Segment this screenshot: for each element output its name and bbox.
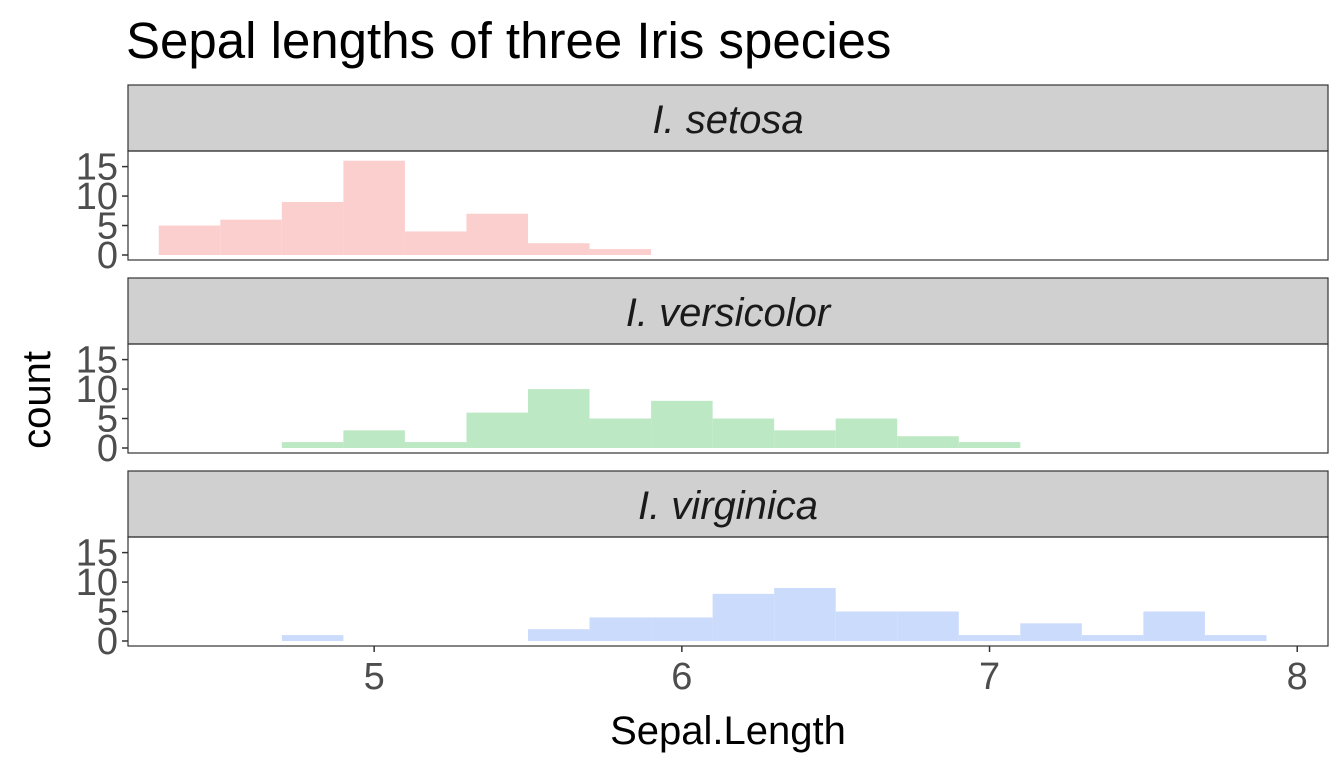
- histogram-bar: [589, 249, 652, 255]
- y-tick-label: 10: [76, 176, 118, 218]
- panel-border: [127, 343, 1329, 454]
- histogram-bar: [958, 442, 1021, 448]
- histogram-bars: [281, 587, 1267, 641]
- histogram-bar: [220, 219, 282, 255]
- histogram-bar: [404, 442, 467, 448]
- facet-strip-label: I. setosa: [652, 98, 803, 142]
- x-axis: 5 6 7 8: [364, 646, 1308, 698]
- facet-strip-label: I. versicolor: [626, 291, 832, 335]
- y-tick-label: 15: [76, 340, 118, 382]
- histogram-bar: [835, 418, 898, 448]
- histogram-bar: [466, 412, 528, 448]
- histogram-bar: [589, 617, 652, 641]
- histogram-bar: [1081, 635, 1144, 641]
- y-tick-label: 0: [97, 428, 118, 470]
- histogram-bar: [528, 243, 590, 255]
- histogram-bar: [897, 436, 959, 448]
- histogram-bar: [281, 442, 344, 448]
- facet-strip: [127, 84, 1329, 152]
- histogram-bars: [281, 389, 1021, 448]
- histogram-bar: [712, 593, 775, 641]
- histogram-bar: [343, 160, 405, 255]
- histogram-bars: [158, 160, 652, 255]
- facet-strip-label: I. virginica: [638, 484, 818, 528]
- y-tick-label: 0: [97, 235, 118, 277]
- y-tick-label: 5: [97, 206, 118, 248]
- x-tick-label: 6: [671, 656, 692, 698]
- histogram-bar: [404, 231, 467, 255]
- histogram-bar: [1020, 623, 1082, 641]
- histogram-bar: [343, 430, 405, 448]
- histogram-bar: [528, 629, 590, 641]
- histogram-bar: [835, 611, 898, 641]
- x-tick-label: 7: [979, 656, 1000, 698]
- histogram-bar: [651, 617, 713, 641]
- histogram-bar: [958, 635, 1021, 641]
- chart-title: Sepal lengths of three Iris species: [126, 12, 891, 69]
- y-tick-label: 10: [76, 369, 118, 411]
- y-tick-label: 5: [97, 592, 118, 634]
- x-axis-title: Sepal.Length: [610, 709, 846, 753]
- x-tick-label: 5: [364, 656, 385, 698]
- y-tick-label: 10: [76, 562, 118, 604]
- y-axis-title: count: [15, 351, 59, 449]
- histogram-bar: [528, 389, 590, 448]
- histogram-bar: [774, 430, 836, 448]
- histogram-bar: [897, 611, 959, 641]
- y-tick-label: 15: [76, 533, 118, 575]
- histogram-bar: [1204, 635, 1267, 641]
- facet-strip: [127, 470, 1329, 538]
- histogram-bar: [281, 201, 344, 255]
- histogram-bar: [1143, 611, 1205, 641]
- panel-border: [127, 150, 1329, 261]
- x-tick-label: 8: [1287, 656, 1308, 698]
- histogram-bar: [158, 225, 221, 255]
- histogram-bar: [466, 213, 528, 255]
- histogram-bar: [774, 587, 836, 641]
- histogram-bar: [281, 635, 344, 641]
- y-tick-label: 5: [97, 399, 118, 441]
- y-tick-label: 0: [97, 621, 118, 663]
- histogram-bar: [651, 400, 713, 448]
- facet-strip: [127, 277, 1329, 345]
- histogram-bar: [589, 418, 652, 448]
- y-tick-label: 15: [76, 147, 118, 189]
- histogram-bar: [712, 418, 775, 448]
- panel-border: [127, 536, 1329, 647]
